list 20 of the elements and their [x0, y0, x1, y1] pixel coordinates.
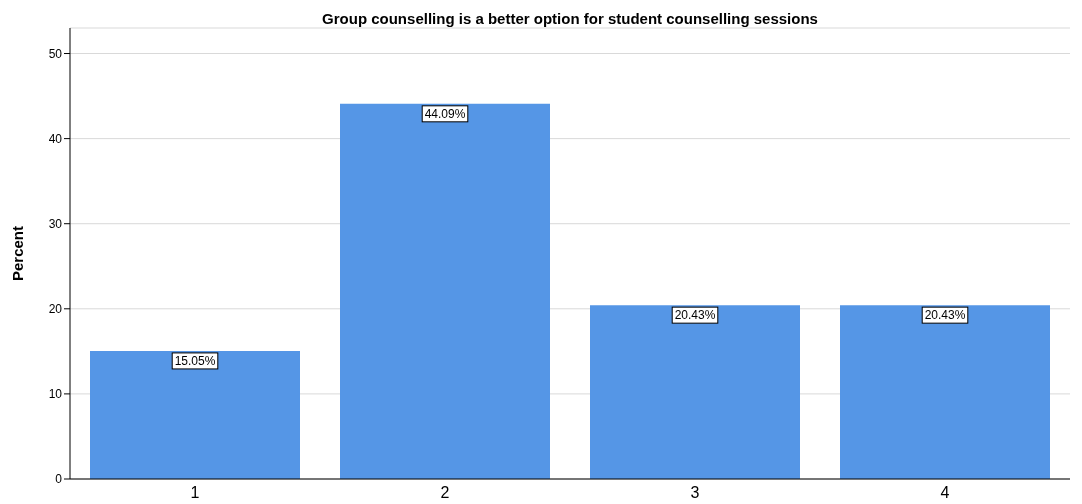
y-tick-label: 30 — [48, 216, 63, 231]
x-tick-label: 4 — [940, 484, 950, 502]
chart-title: Group counselling is a better option for student counselling sessions — [321, 10, 819, 27]
data-label: 15.05% — [174, 353, 216, 368]
x-tick-label: 3 — [690, 484, 700, 502]
bar — [840, 305, 1050, 479]
x-tick-label: 1 — [190, 484, 200, 502]
y-tick-label: 50 — [48, 46, 63, 61]
x-tick-label: 2 — [440, 484, 450, 502]
y-axis-title: Percent — [9, 225, 27, 282]
y-tick-label: 10 — [48, 387, 63, 402]
y-tick-label: 20 — [48, 302, 63, 317]
data-label: 20.43% — [924, 308, 966, 323]
bar — [90, 350, 300, 479]
y-tick-label: 40 — [48, 131, 63, 146]
data-label: 44.09% — [424, 106, 466, 121]
y-tick-label: 0 — [55, 472, 63, 487]
bar — [590, 305, 800, 479]
data-label: 20.43% — [674, 308, 716, 323]
bar — [340, 103, 550, 479]
